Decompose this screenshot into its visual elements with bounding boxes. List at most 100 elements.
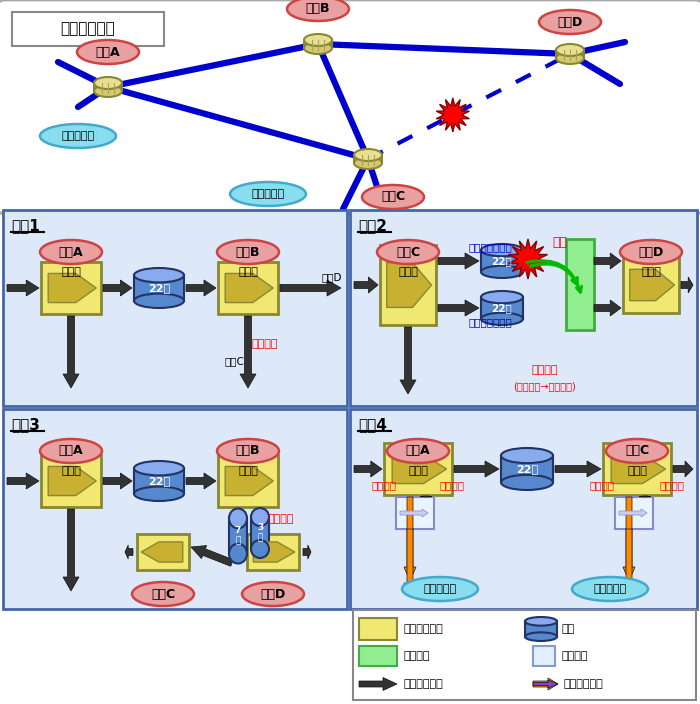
FancyArrow shape [280, 280, 341, 296]
Ellipse shape [132, 582, 194, 606]
FancyBboxPatch shape [384, 443, 452, 495]
FancyArrow shape [63, 316, 79, 388]
FancyBboxPatch shape [134, 275, 184, 301]
FancyArrow shape [7, 473, 39, 489]
Text: 故障: 故障 [552, 237, 568, 249]
Ellipse shape [556, 52, 584, 64]
FancyBboxPatch shape [359, 618, 397, 640]
FancyArrow shape [623, 497, 635, 581]
Text: 城市D: 城市D [638, 246, 664, 258]
Text: 光节点: 光节点 [641, 267, 661, 277]
Polygon shape [225, 467, 273, 496]
Ellipse shape [525, 632, 557, 641]
Text: 光节点: 光节点 [61, 267, 81, 277]
Ellipse shape [242, 582, 304, 606]
Text: 方向D: 方向D [321, 272, 342, 282]
FancyBboxPatch shape [566, 239, 594, 330]
Text: 模式1: 模式1 [11, 218, 40, 234]
Text: 光节点: 光节点 [408, 466, 428, 476]
FancyBboxPatch shape [218, 455, 278, 507]
Text: 周边市町村: 周边市町村 [62, 131, 94, 141]
Ellipse shape [572, 577, 648, 601]
FancyArrow shape [256, 547, 270, 560]
FancyBboxPatch shape [41, 455, 101, 507]
Text: 城市B: 城市B [236, 246, 260, 258]
Text: 光路切换: 光路切换 [251, 339, 277, 349]
Ellipse shape [481, 291, 523, 303]
FancyArrow shape [7, 280, 39, 296]
Text: 光节点: 光节点 [238, 466, 258, 476]
Ellipse shape [539, 10, 601, 34]
Ellipse shape [229, 508, 247, 528]
Polygon shape [386, 263, 431, 308]
Text: 模式2: 模式2 [358, 218, 387, 234]
FancyArrow shape [354, 461, 382, 477]
Ellipse shape [217, 240, 279, 264]
Text: 波长切换: 波长切换 [561, 651, 587, 661]
Polygon shape [436, 98, 470, 132]
FancyArrow shape [438, 300, 479, 316]
Text: 方向C: 方向C [224, 356, 244, 366]
FancyArrow shape [639, 496, 651, 497]
Text: 城市C: 城市C [381, 191, 405, 203]
FancyArrow shape [354, 277, 378, 293]
FancyBboxPatch shape [94, 83, 122, 91]
FancyArrow shape [533, 680, 558, 688]
FancyBboxPatch shape [304, 40, 332, 48]
FancyArrow shape [555, 461, 601, 477]
Polygon shape [253, 542, 295, 562]
FancyBboxPatch shape [41, 262, 101, 314]
Ellipse shape [481, 265, 523, 278]
Text: 周边市町村: 周边市町村 [594, 584, 626, 594]
Text: 模式4: 模式4 [358, 417, 387, 432]
Ellipse shape [40, 240, 102, 264]
FancyArrow shape [400, 327, 416, 394]
Ellipse shape [40, 439, 102, 463]
FancyBboxPatch shape [218, 262, 278, 314]
Text: 光路分岐: 光路分岐 [371, 480, 396, 490]
Ellipse shape [229, 543, 247, 563]
Text: 22芯: 22芯 [148, 476, 170, 486]
FancyBboxPatch shape [354, 155, 382, 163]
Ellipse shape [251, 540, 269, 558]
Polygon shape [392, 455, 447, 484]
Ellipse shape [402, 577, 478, 601]
FancyBboxPatch shape [3, 409, 347, 609]
Text: 7
芯: 7 芯 [234, 527, 241, 546]
Ellipse shape [94, 77, 122, 89]
FancyArrow shape [404, 529, 416, 597]
Text: 22芯: 22芯 [491, 303, 512, 313]
Ellipse shape [387, 439, 449, 463]
Text: 城市B: 城市B [236, 444, 260, 458]
FancyArrow shape [454, 461, 499, 477]
Polygon shape [225, 273, 273, 303]
Text: 备有系统的路径: 备有系统的路径 [468, 317, 512, 327]
FancyArrow shape [438, 253, 479, 269]
Text: 周边市町村: 周边市町村 [251, 189, 285, 199]
Ellipse shape [501, 475, 553, 490]
FancyBboxPatch shape [353, 610, 696, 700]
Ellipse shape [94, 85, 122, 97]
FancyBboxPatch shape [247, 534, 299, 570]
FancyBboxPatch shape [137, 534, 189, 570]
Text: 城市C: 城市C [625, 444, 649, 458]
FancyArrow shape [623, 529, 635, 597]
FancyBboxPatch shape [350, 210, 697, 406]
Text: 城市D: 城市D [260, 588, 286, 601]
Text: 光路汇合: 光路汇合 [659, 480, 684, 490]
FancyArrow shape [594, 253, 621, 269]
Text: 光纤骨干网络: 光纤骨干网络 [61, 22, 116, 37]
Text: 城市A: 城市A [59, 246, 83, 258]
Ellipse shape [134, 268, 184, 282]
Text: 城市C: 城市C [396, 246, 420, 258]
FancyBboxPatch shape [603, 443, 671, 495]
Ellipse shape [304, 42, 332, 54]
FancyBboxPatch shape [134, 468, 184, 494]
Ellipse shape [481, 244, 523, 256]
FancyBboxPatch shape [0, 0, 700, 214]
Text: (运行系统→备用系统): (运行系统→备用系统) [514, 381, 576, 391]
FancyArrow shape [533, 678, 558, 690]
Polygon shape [141, 542, 183, 562]
FancyBboxPatch shape [350, 409, 697, 609]
FancyBboxPatch shape [251, 517, 269, 549]
